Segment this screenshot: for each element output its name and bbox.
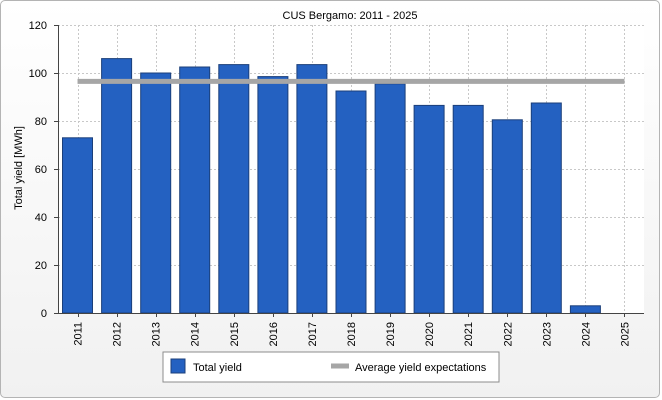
x-tick-label: 2024 — [580, 322, 592, 346]
bar-2020 — [413, 104, 445, 314]
legend-label-total-yield: Total yield — [193, 362, 242, 374]
bar-2023 — [530, 102, 562, 314]
y-tick-label: 120 — [29, 20, 47, 32]
x-tick-label: 2019 — [385, 322, 397, 346]
x-tick-label: 2016 — [268, 322, 280, 346]
bar-2021 — [452, 104, 484, 314]
x-tick-label: 2017 — [307, 322, 319, 346]
bar-2017 — [296, 64, 328, 314]
x-tick-label: 2011 — [73, 322, 85, 346]
y-tick-label: 100 — [29, 68, 47, 80]
bar-2014 — [179, 66, 211, 314]
bar-2024 — [569, 305, 601, 314]
x-tick-label: 2025 — [620, 322, 632, 346]
y-tick-labels: 0 20 40 60 80 100 120 — [29, 20, 58, 320]
bar-2022 — [491, 119, 523, 314]
chart-title: CUS Bergamo: 2011 - 2025 — [283, 10, 418, 22]
bar-2015 — [218, 64, 250, 314]
legend: Total yield Average yield expectations — [162, 351, 500, 383]
bars — [62, 58, 601, 314]
x-tick-label: 2018 — [346, 322, 358, 346]
legend-label-average-yield: Average yield expectations — [355, 362, 487, 374]
x-tick-labels: 2011 2012 2013 2014 2015 2016 2017 2018 2019 2020… — [73, 313, 632, 346]
bar-2016 — [257, 76, 289, 314]
legend-swatch-total-yield — [170, 358, 186, 374]
y-tick-label: 40 — [35, 212, 47, 224]
x-tick-label: 2020 — [424, 322, 436, 346]
bar-2011 — [62, 137, 93, 314]
x-tick-label: 2013 — [151, 322, 163, 346]
x-tick-label: 2021 — [463, 322, 475, 346]
bar-2013 — [140, 72, 172, 314]
x-tick-label: 2012 — [112, 322, 124, 346]
y-axis-label: Total yield [MWh] — [13, 126, 25, 210]
y-tick-label: 20 — [35, 260, 47, 272]
x-tick-label: 2015 — [229, 322, 241, 346]
y-tick-label: 0 — [41, 308, 47, 320]
y-tick-label: 80 — [35, 116, 47, 128]
x-tick-label: 2014 — [190, 322, 202, 346]
bar-2019 — [374, 83, 406, 314]
bar-2012 — [101, 58, 133, 314]
x-tick-label: 2022 — [502, 322, 514, 346]
y-tick-label: 60 — [35, 164, 47, 176]
bar-2018 — [335, 90, 367, 314]
x-tick-label: 2023 — [541, 322, 553, 346]
